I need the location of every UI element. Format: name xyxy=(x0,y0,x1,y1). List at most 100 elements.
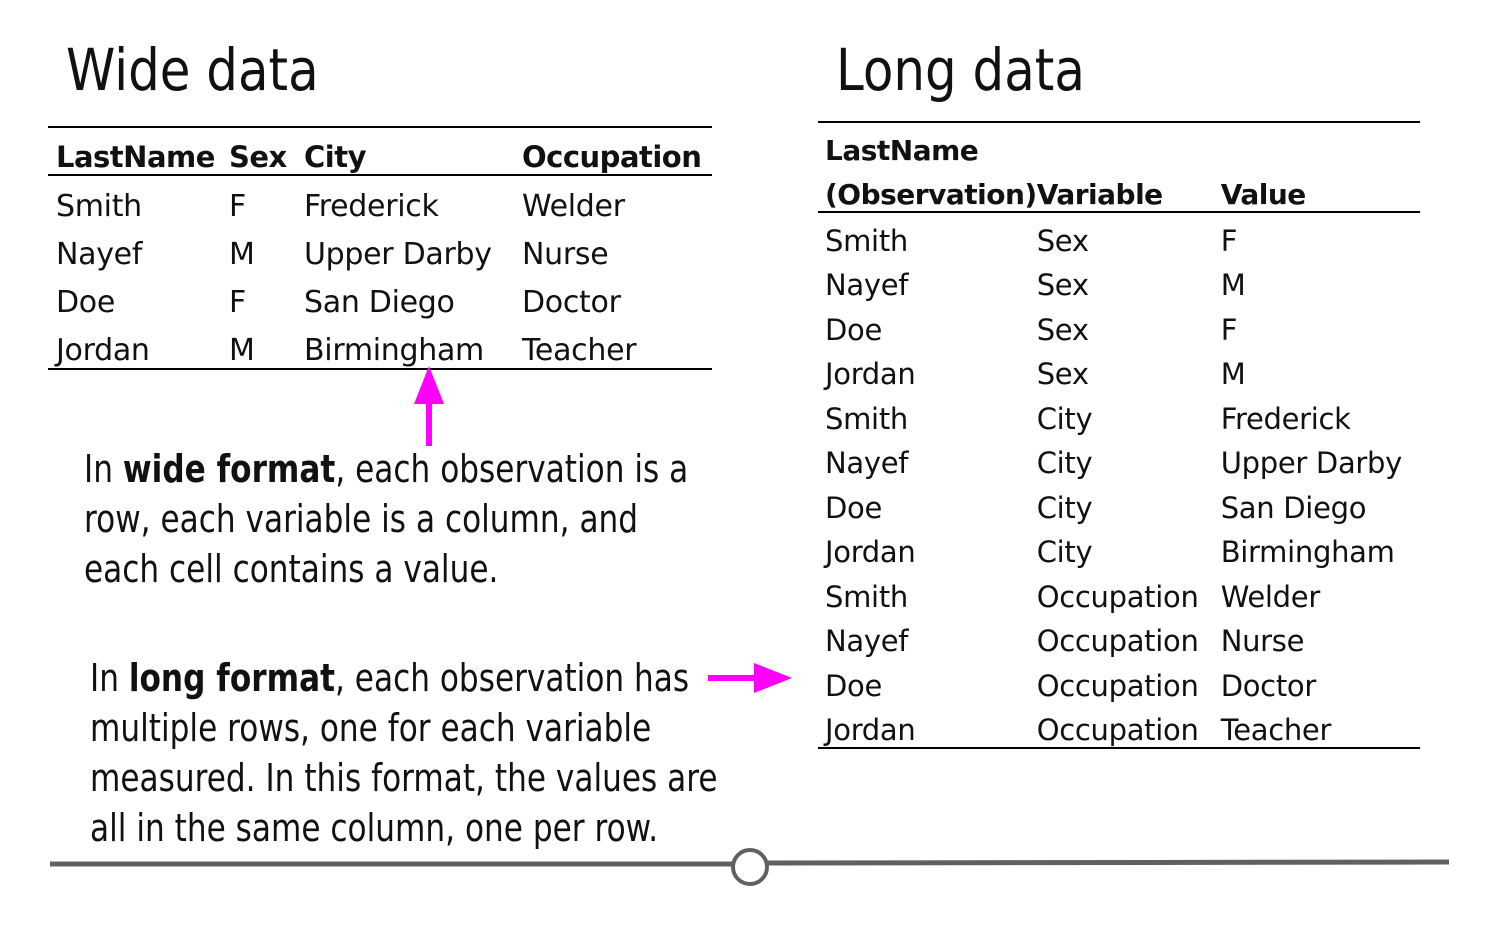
table-cell: Doe xyxy=(56,285,116,320)
long-data-title: Long data xyxy=(836,36,1085,104)
table-cell: Occupation xyxy=(1036,713,1199,747)
wide-data-table: LastName Sex City Occupation Smith F Fre… xyxy=(48,126,712,370)
table-cell: Upper Darby xyxy=(1220,446,1403,480)
column-header-lastname: LastName xyxy=(825,134,979,167)
table-cell: Occupation xyxy=(1036,668,1199,703)
table-cell: Sex xyxy=(1036,312,1089,347)
table-cell: Jordan xyxy=(56,333,150,368)
table-cell: Occupation xyxy=(1036,579,1199,614)
note-line: In wide format, each observation is a xyxy=(84,444,688,494)
table-cell: Doctor xyxy=(1220,668,1317,703)
up-arrow-icon xyxy=(414,366,444,446)
table-row: Nayef Occupation Nurse xyxy=(818,614,1420,658)
table-cell: City xyxy=(1036,401,1093,436)
table-row: Jordan City Birmingham xyxy=(818,525,1420,569)
table-cell: Frederick xyxy=(1220,401,1351,436)
column-header-spacer xyxy=(1037,122,1221,167)
table-cell: F xyxy=(1220,312,1238,347)
table-cell: Smith xyxy=(56,189,142,224)
table-cell: Nayef xyxy=(825,624,909,658)
column-header: Variable xyxy=(1036,167,1221,213)
table-cell: Jordan xyxy=(825,535,916,569)
column-header: LastName xyxy=(48,127,229,176)
table-row: Doe Occupation Doctor xyxy=(818,658,1420,703)
table-cell: City xyxy=(1036,535,1093,569)
long-data-table: LastName (Observation) Variable Value Sm… xyxy=(818,121,1420,749)
table-row: Nayef Sex M xyxy=(818,258,1420,302)
table-cell: M xyxy=(229,237,255,272)
table-cell: Nayef xyxy=(56,237,143,272)
table-row: Smith Sex F xyxy=(818,212,1420,258)
table-cell: M xyxy=(229,333,255,368)
column-header: (Observation) xyxy=(818,167,1037,213)
table-row: Smith City Frederick xyxy=(818,391,1420,436)
table-cell: M xyxy=(1220,268,1246,302)
table-cell: San Diego xyxy=(1220,490,1367,525)
table-cell: Smith xyxy=(825,223,908,258)
table-cell: Jordan xyxy=(825,357,916,391)
table-row: Doe F San Diego Doctor xyxy=(48,272,712,320)
column-header: Sex xyxy=(229,127,304,176)
table-cell: F xyxy=(229,285,246,320)
table-cell: Sex xyxy=(1036,223,1089,258)
table-cell: Smith xyxy=(825,579,908,614)
table-header-row: (Observation) Variable Value xyxy=(818,167,1420,213)
note-bold-term: wide format xyxy=(122,447,336,491)
table-row: Nayef City Upper Darby xyxy=(818,436,1420,480)
right-arrow-icon xyxy=(708,663,792,693)
table-row: Doe City San Diego xyxy=(818,480,1420,525)
table-cell: Birmingham xyxy=(1220,535,1395,569)
table-cell: Teacher xyxy=(1220,713,1332,747)
table-cell: Birmingham xyxy=(304,333,484,368)
table-cell: Upper Darby xyxy=(304,237,492,272)
table-cell: Doe xyxy=(825,668,883,703)
footer-divider xyxy=(50,848,1450,886)
column-header: City xyxy=(304,127,522,176)
note-line: multiple rows, one for each variable xyxy=(90,706,652,750)
table-cell: Doctor xyxy=(522,285,621,320)
table-row: Smith F Frederick Welder xyxy=(48,175,712,224)
table-cell: Jordan xyxy=(825,713,916,747)
table-cell: Doe xyxy=(825,490,883,525)
table-cell: Sex xyxy=(1036,268,1089,302)
wide-data-title: Wide data xyxy=(66,36,319,104)
column-header-spacer xyxy=(1221,122,1420,167)
note-text: , each observation has xyxy=(335,656,690,700)
table-row: Jordan Occupation Teacher xyxy=(818,703,1420,749)
table-cell: Welder xyxy=(522,189,625,224)
long-format-note: In long format, each observation has mul… xyxy=(90,653,718,853)
note-bold-term: long format xyxy=(128,656,336,700)
table-cell: Sex xyxy=(1036,357,1089,391)
column-header: Value xyxy=(1220,167,1420,213)
table-header-row: LastName xyxy=(818,122,1420,167)
table-row: Doe Sex F xyxy=(818,302,1420,347)
table-cell: Teacher xyxy=(522,333,637,368)
note-text: In xyxy=(84,447,123,491)
slide-marker-icon xyxy=(731,848,769,886)
note-text: In xyxy=(90,656,129,700)
note-line: measured. In this format, the values are xyxy=(90,756,718,800)
table-cell: Nurse xyxy=(522,237,609,272)
note-line: all in the same column, one per row. xyxy=(90,806,659,850)
table-cell: City xyxy=(1036,490,1093,525)
table-row: Jordan M Birmingham Teacher xyxy=(48,320,712,369)
table-cell: Doe xyxy=(825,312,883,347)
wide-format-note: In wide format, each observation is a ro… xyxy=(84,444,688,594)
note-text: , each observation is a xyxy=(335,447,689,491)
table-cell: F xyxy=(229,189,246,224)
note-line: row, each variable is a column, and xyxy=(84,497,639,541)
table-row: Smith Occupation Welder xyxy=(818,569,1420,614)
table-cell: Nayef xyxy=(825,268,909,302)
table-cell: City xyxy=(1036,446,1093,480)
table-cell: Frederick xyxy=(304,189,439,224)
table-cell: M xyxy=(1220,357,1246,391)
table-header-row: LastName Sex City Occupation xyxy=(48,127,712,176)
table-cell: Nurse xyxy=(1220,624,1305,658)
table-cell: San Diego xyxy=(304,285,455,320)
table-cell: Occupation xyxy=(1036,624,1199,658)
table-row: Nayef M Upper Darby Nurse xyxy=(48,224,712,272)
note-line: each cell contains a value. xyxy=(84,547,499,591)
table-cell: Welder xyxy=(1220,579,1321,614)
table-row: Jordan Sex M xyxy=(818,347,1420,391)
note-line: In long format, each observation has xyxy=(90,653,718,703)
